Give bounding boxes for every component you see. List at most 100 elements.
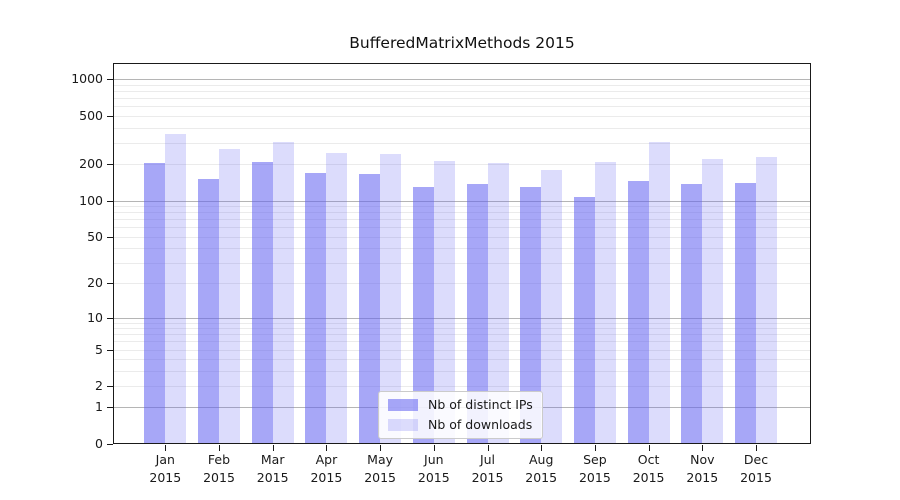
bar-apr-downloads (326, 153, 348, 444)
gridline-major (113, 317, 811, 319)
gridline-minor (113, 116, 811, 117)
gridline-minor (113, 349, 811, 351)
gridline-minor (113, 206, 811, 207)
x-tick-label-nov: Nov 2015 (686, 452, 719, 485)
bar-dec-downloads (756, 157, 777, 444)
bar-sep-distinct-ips (573, 197, 595, 444)
x-tick-mark-nov (702, 445, 704, 451)
legend-item-distinct-ips: Nb of distinct IPs (388, 397, 533, 412)
x-tick-label-dec: Dec 2015 (740, 452, 772, 485)
y-tick-mark-1 (107, 407, 113, 409)
bar-jun-distinct-ips (412, 187, 434, 444)
bar-jul-distinct-ips (466, 183, 488, 444)
bar-nov-downloads (702, 159, 724, 444)
x-tick-mark-aug (541, 445, 543, 451)
gridline-minor (113, 98, 811, 100)
gridline-minor (113, 370, 811, 372)
x-tick-label-feb: Feb 2015 (203, 452, 235, 485)
x-tick-mark-apr (326, 445, 328, 451)
bar-sep-downloads (594, 162, 616, 444)
y-tick-label-0: 0 (95, 436, 103, 451)
y-tick-label-100: 100 (79, 192, 103, 208)
x-tick-label-oct: Oct 2015 (632, 452, 665, 485)
y-tick-mark-500 (107, 116, 113, 117)
y-tick-label-10: 10 (87, 309, 103, 325)
x-tick-label-jun: Jun 2015 (417, 452, 450, 485)
legend-swatch-downloads-icon (388, 418, 418, 431)
y-tick-label-5: 5 (95, 341, 103, 357)
bar-may-downloads (380, 153, 402, 444)
x-tick-mark-feb (219, 445, 220, 451)
gridline-minor (113, 212, 811, 214)
legend-swatch-distinct-ips-icon (388, 398, 418, 411)
x-tick-label-mar: Mar 2015 (256, 452, 289, 485)
gridline-minor (113, 359, 811, 361)
x-tick-label-jan: Jan 2015 (149, 452, 182, 485)
x-tick-label-jul: Jul 2015 (471, 452, 504, 485)
gridline-minor (113, 248, 811, 249)
gridline-minor (113, 341, 811, 343)
chart-title: BufferedMatrixMethods 2015 (349, 34, 575, 52)
plot-area (113, 63, 811, 444)
gridline-minor (113, 127, 811, 129)
bar-apr-distinct-ips (305, 173, 327, 444)
gridline-minor (113, 85, 811, 86)
y-tick-label-2: 2 (95, 378, 103, 393)
bar-oct-distinct-ips (627, 181, 649, 444)
y-tick-mark-2 (107, 386, 113, 387)
gridline-minor (113, 386, 811, 387)
bar-aug-downloads (541, 170, 563, 444)
legend-item-downloads: Nb of downloads (388, 417, 533, 432)
bar-mar-downloads (272, 141, 294, 444)
x-tick-mark-may (380, 445, 382, 451)
gridline-minor (113, 227, 811, 229)
gridline-minor (113, 262, 811, 264)
bar-jun-downloads (433, 160, 455, 444)
y-tick-mark-5 (107, 349, 113, 351)
x-tick-label-sep: Sep 2015 (578, 452, 611, 485)
y-tick-label-200: 200 (79, 156, 103, 172)
x-tick-mark-dec (756, 445, 757, 451)
gridline-minor (113, 106, 811, 108)
y-tick-label-1000: 1000 (71, 71, 103, 87)
bar-mar-distinct-ips (251, 161, 273, 444)
bar-feb-distinct-ips (198, 179, 219, 444)
legend-label-downloads: Nb of downloads (428, 417, 533, 432)
bar-dec-distinct-ips (735, 183, 756, 444)
y-tick-label-50: 50 (87, 228, 103, 244)
y-tick-mark-200 (107, 164, 113, 166)
x-tick-label-aug: Aug 2015 (525, 452, 558, 485)
gridline-minor (113, 164, 811, 166)
bar-aug-distinct-ips (520, 186, 542, 444)
y-tick-mark-50 (107, 236, 113, 238)
gridline-minor (113, 91, 811, 93)
y-tick-mark-10 (107, 317, 113, 319)
gridline-minor (113, 322, 811, 324)
x-tick-mark-jan (165, 445, 167, 451)
y-tick-mark-0 (107, 444, 113, 445)
x-tick-label-apr: Apr 2015 (310, 452, 343, 485)
bar-jan-downloads (165, 133, 187, 444)
legend-label-distinct-ips: Nb of distinct IPs (428, 397, 533, 412)
x-tick-mark-sep (594, 445, 596, 451)
y-tick-label-1: 1 (95, 399, 103, 415)
gridline-minor (113, 328, 811, 330)
y-tick-mark-1000 (107, 79, 113, 81)
gridline-major (113, 200, 811, 202)
bar-nov-distinct-ips (681, 184, 703, 444)
x-tick-mark-mar (272, 445, 274, 451)
legend: Nb of distinct IPs Nb of downloads (378, 391, 543, 439)
gridline-minor (113, 236, 811, 238)
y-tick-label-20: 20 (87, 275, 103, 291)
gridline-minor (113, 283, 811, 285)
bar-jul-downloads (487, 162, 509, 444)
y-tick-label-500: 500 (79, 108, 103, 123)
y-tick-mark-20 (107, 283, 113, 285)
gridline-minor (113, 142, 811, 144)
bar-may-distinct-ips (359, 174, 381, 444)
gridline-major (113, 79, 811, 81)
bar-jan-distinct-ips (144, 162, 166, 444)
x-tick-mark-oct (648, 445, 650, 451)
x-tick-mark-jul (487, 445, 489, 451)
y-tick-mark-100 (107, 200, 113, 202)
